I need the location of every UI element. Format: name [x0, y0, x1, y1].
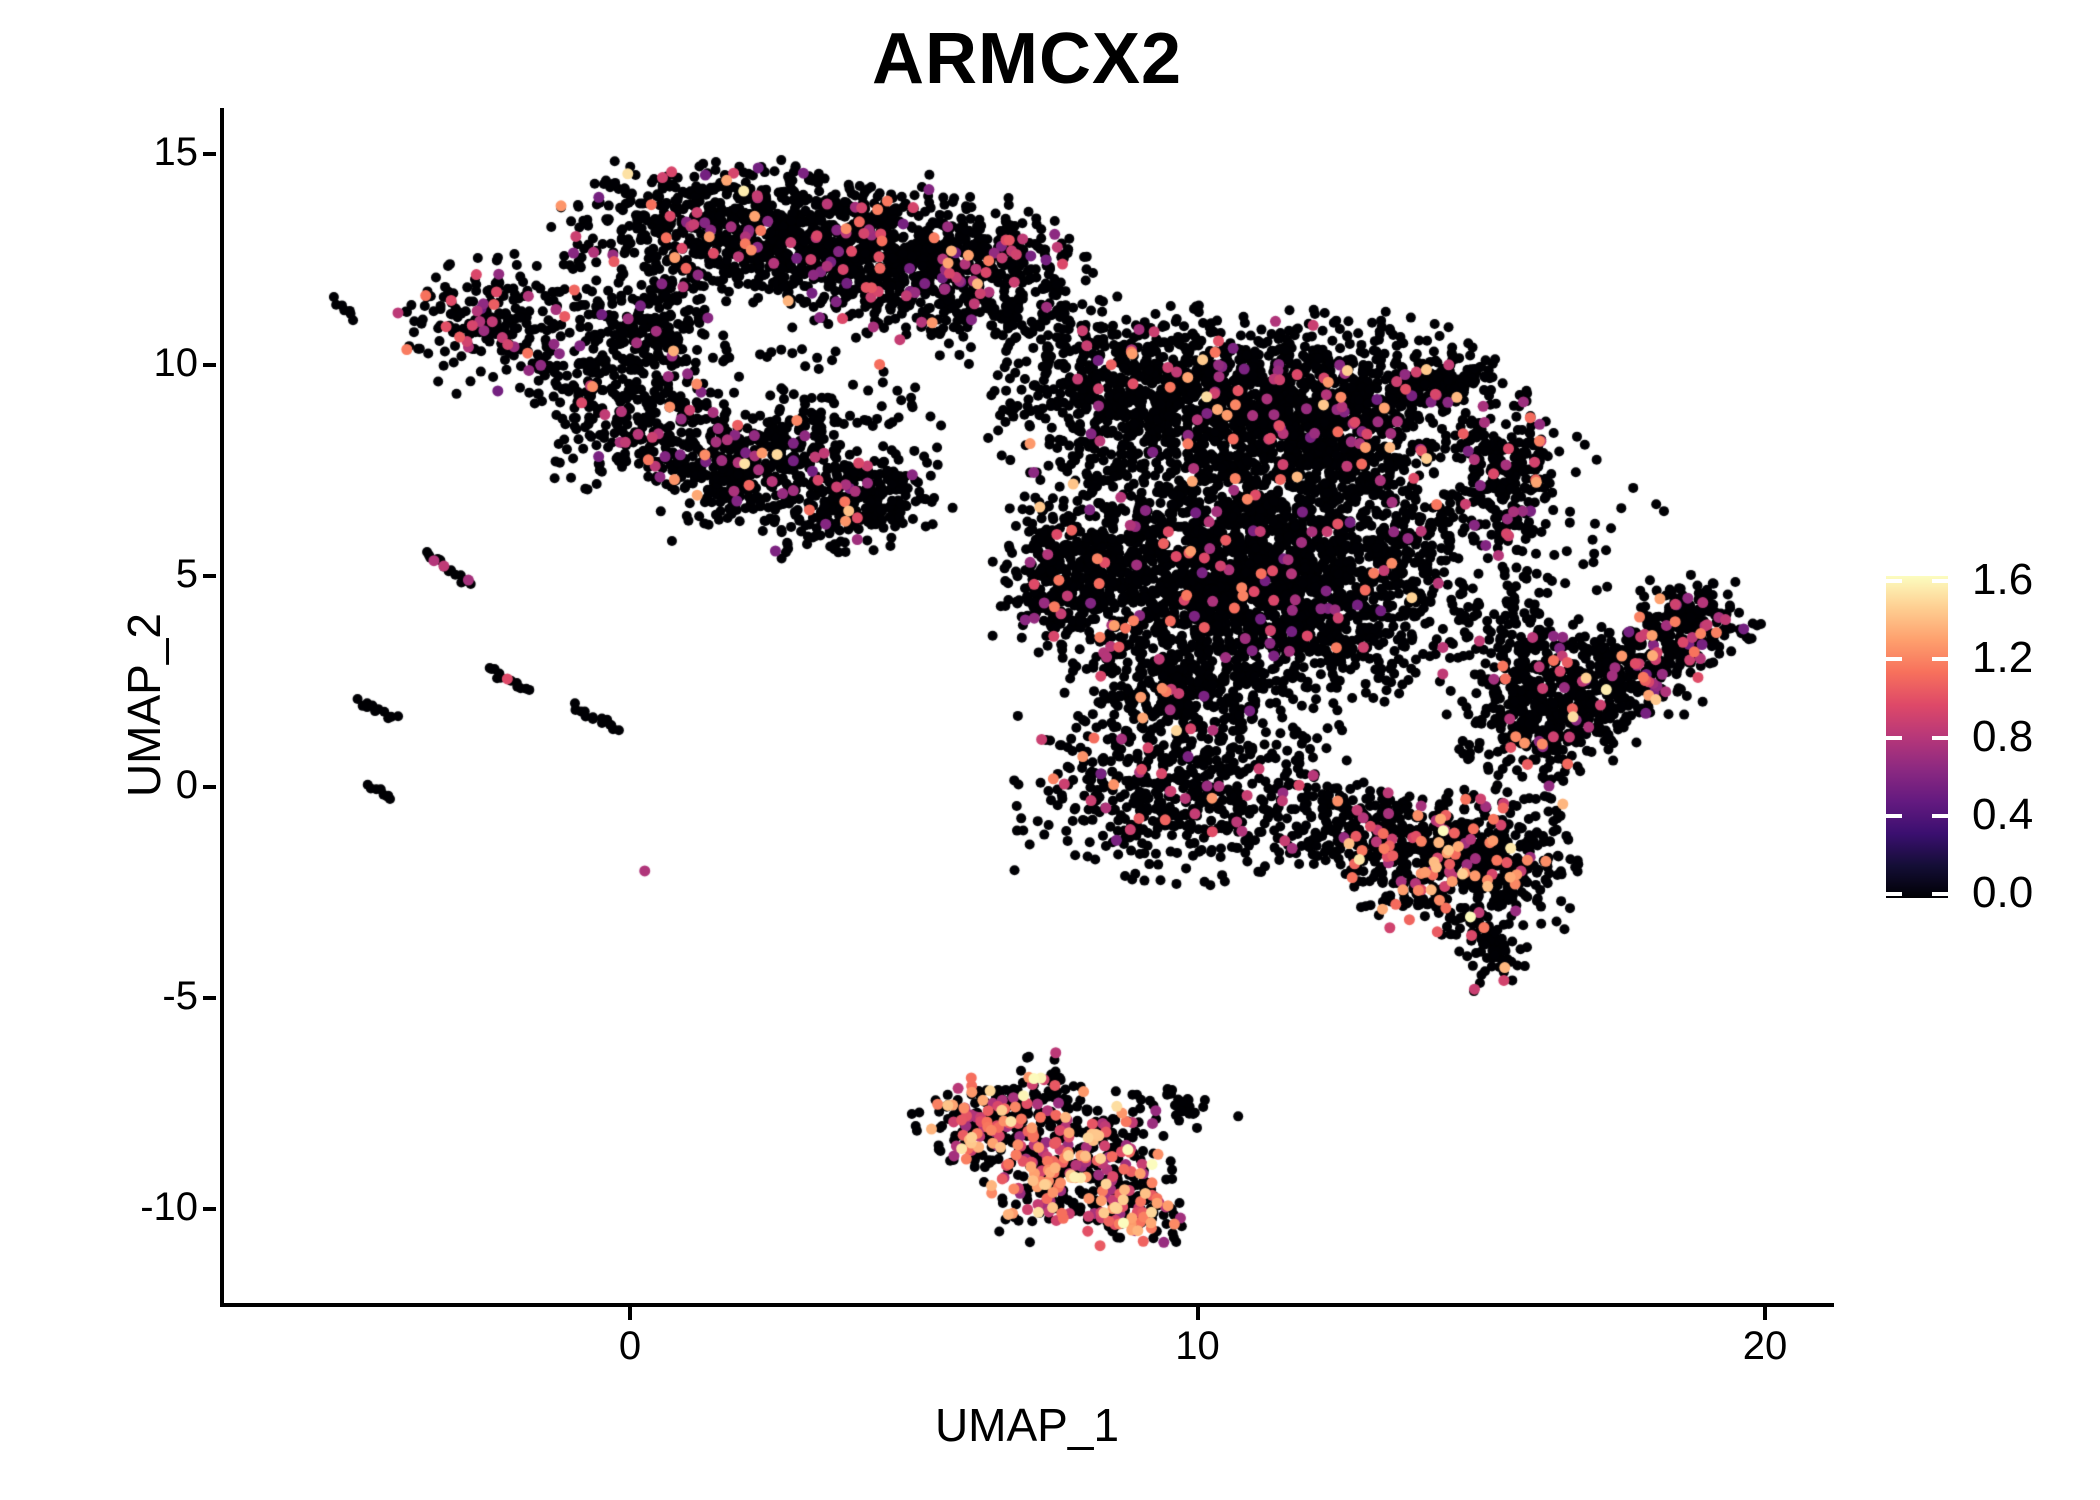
x-tick-mark: [628, 1307, 632, 1320]
y-tick-mark: [203, 785, 216, 789]
legend-colorbar-tick: [1932, 579, 1948, 583]
x-axis-title: UMAP_1: [934, 1399, 1120, 1451]
legend-tick-label: 0.8: [1972, 711, 2034, 761]
legend-colorbar-tick: [1932, 735, 1948, 740]
y-tick-mark: [203, 996, 216, 1000]
y-tick-label: -10: [140, 1185, 198, 1229]
legend-colorbar-tick: [1886, 813, 1902, 818]
x-tick-label: 10: [1175, 1324, 1220, 1368]
y-tick-label: 15: [153, 130, 199, 174]
x-tick-label: 20: [1742, 1324, 1788, 1368]
legend-tick-label: 1.2: [1972, 633, 2034, 683]
y-tick-mark: [203, 363, 216, 367]
y-axis-line: [220, 108, 224, 1307]
x-tick-label: 0: [618, 1324, 642, 1368]
y-tick-mark: [203, 1207, 216, 1211]
x-axis-line: [220, 1303, 1834, 1307]
x-tick-mark: [1763, 1307, 1767, 1320]
legend-tick-label: 1.6: [1972, 555, 2034, 604]
x-tick-mark: [1195, 1307, 1200, 1320]
y-tick-label: 5: [175, 552, 198, 596]
y-tick-label: 0: [175, 763, 198, 807]
legend-colorbar-tick: [1932, 657, 1948, 662]
y-tick-label: -5: [162, 974, 198, 1018]
legend-tick-label: 0.4: [1972, 789, 2034, 839]
plot-title: ARMCX2: [871, 19, 1183, 99]
legend-tick-label: 0.0: [1972, 868, 2034, 917]
y-tick-label: 10: [153, 341, 199, 385]
legend-colorbar-tick: [1886, 657, 1902, 662]
legend-colorbar-tick: [1886, 579, 1902, 583]
legend-colorbar-tick: [1886, 892, 1902, 896]
legend-colorbar-tick: [1932, 813, 1948, 818]
y-tick-mark: [203, 152, 216, 156]
y-tick-mark: [203, 574, 216, 578]
y-axis-title: UMAP_2: [118, 612, 170, 798]
legend-colorbar-tick: [1886, 735, 1902, 740]
legend-colorbar-tick: [1932, 892, 1948, 896]
